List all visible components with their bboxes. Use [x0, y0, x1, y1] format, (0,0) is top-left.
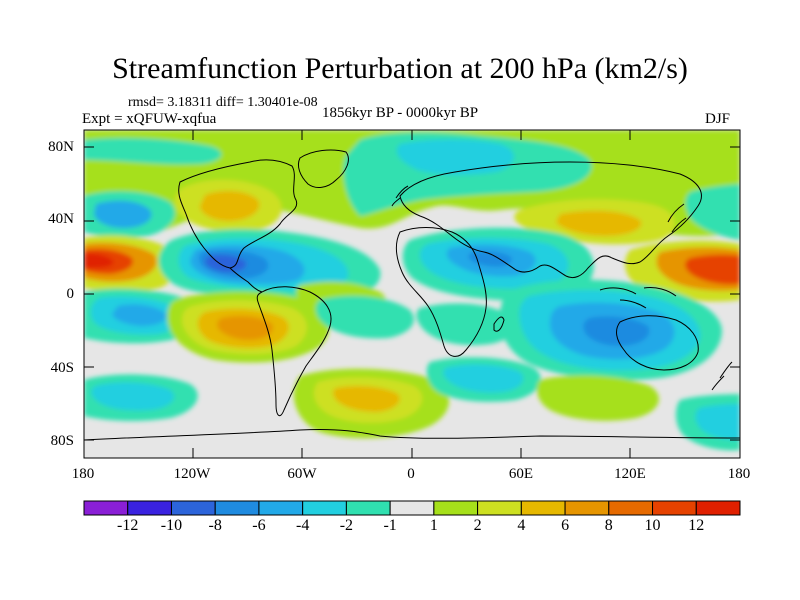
colorbar-label: -4: [295, 517, 310, 534]
colorbar-label: -12: [117, 517, 139, 534]
experiment-label: Expt = xQFUW-xqfua: [82, 111, 217, 127]
north-america-coast: [178, 159, 298, 269]
arctic-low-inner: [396, 139, 514, 175]
stats-label: rmsd= 3.18311 diff= 1.30401e-08: [128, 95, 318, 110]
south-atlantic-high-orange: [333, 386, 400, 412]
axis-ticks: [84, 130, 740, 458]
lon-tick-0: 0: [407, 466, 415, 482]
colorbar-box-4: [258, 500, 304, 516]
colorbar-label: 8: [604, 517, 613, 534]
lon-tick-180e: 180: [727, 466, 751, 482]
colorbar-label: 6: [561, 517, 570, 534]
colorbar-label: 2: [473, 517, 482, 534]
north-atlantic-high-orange: [200, 190, 260, 222]
colorbar-label: -2: [339, 517, 354, 534]
south-america-coast: [256, 286, 332, 417]
colorbar-box-1: [127, 500, 172, 516]
colorbar-box-10: [520, 500, 566, 516]
japan-coast: [667, 203, 687, 233]
colorbar-label: 4: [517, 517, 526, 534]
arabia-low-core: [468, 251, 512, 267]
antarctica-coast: [84, 428, 740, 441]
africa-coast: [395, 227, 487, 357]
south-atlantic-cyan: [315, 295, 414, 339]
lon-tick-60e: 60E: [508, 466, 534, 482]
colorbar-label: -6: [252, 517, 266, 534]
central-america-coast: [229, 267, 263, 293]
madagascar-coast: [493, 316, 505, 332]
australia-coast: [616, 315, 699, 371]
caribbean-low-core: [205, 254, 247, 273]
colorbar: [83, 500, 741, 516]
period-label: 1856kyr BP - 0000kyr BP: [322, 105, 479, 121]
colorbar-box-5: [302, 500, 347, 516]
colorbar-box-3: [214, 500, 260, 516]
colorbar-box-12: [608, 500, 654, 516]
colorbar-box-11: [564, 500, 610, 516]
greenland-coast: [297, 149, 349, 188]
colorbar-label: -10: [160, 517, 183, 534]
colorbar-box-14: [695, 500, 741, 516]
colorbar-box-2: [170, 500, 216, 516]
lat-tick-40n: 40N: [48, 211, 74, 227]
season-label: DJF: [705, 111, 731, 127]
chart-title: Streamfunction Perturbation at 200 hPa (…: [112, 52, 688, 85]
colorbar-box-0: [83, 500, 129, 516]
coastlines: [84, 149, 740, 441]
south-indian-green: [536, 375, 659, 421]
lat-tick-40s: 40S: [50, 360, 74, 376]
east-asia-high-orange: [556, 210, 642, 236]
lat-tick-80s: 80S: [50, 433, 74, 449]
colorbar-box-8: [433, 500, 479, 516]
colorbar-label: 12: [688, 517, 705, 534]
west-pacific-high-red: [685, 254, 740, 285]
colorbar-label: 10: [644, 517, 661, 534]
colorbar-box-6: [345, 500, 391, 516]
colorbar-box-9: [477, 500, 522, 516]
north-pacific-low-inner: [94, 200, 152, 228]
southern-ocean-low-cyan: [443, 364, 524, 393]
colorbar-box-7: [389, 500, 435, 516]
arctic-band-green: [84, 138, 222, 165]
lat-tick-0: 0: [66, 286, 75, 302]
south-pacific-low-blue: [112, 304, 167, 326]
britain-coast: [391, 185, 409, 207]
north-east-cyan: [685, 184, 740, 240]
maritime-continent-coast: [599, 287, 677, 309]
colorbar-label: -8: [208, 517, 222, 534]
lon-tick-120w: 120W: [173, 466, 211, 482]
lat-tick-80n: 80N: [48, 139, 74, 155]
colorbar-box-13: [652, 500, 697, 516]
colorbar-label: -1: [383, 517, 397, 534]
south-east-blue: [695, 404, 740, 440]
lon-tick-180w: 180: [71, 466, 95, 482]
new-zealand-coast: [711, 361, 733, 391]
contour-field: [84, 130, 740, 458]
south-pacific-midlat-cyan: [91, 382, 174, 411]
lon-tick-120e: 120E: [614, 466, 646, 482]
colorbar-label: 1: [429, 517, 438, 534]
south-america-high-deep: [217, 316, 273, 340]
central-pacific-high-core: [84, 253, 114, 268]
lon-tick-60w: 60W: [287, 466, 317, 482]
